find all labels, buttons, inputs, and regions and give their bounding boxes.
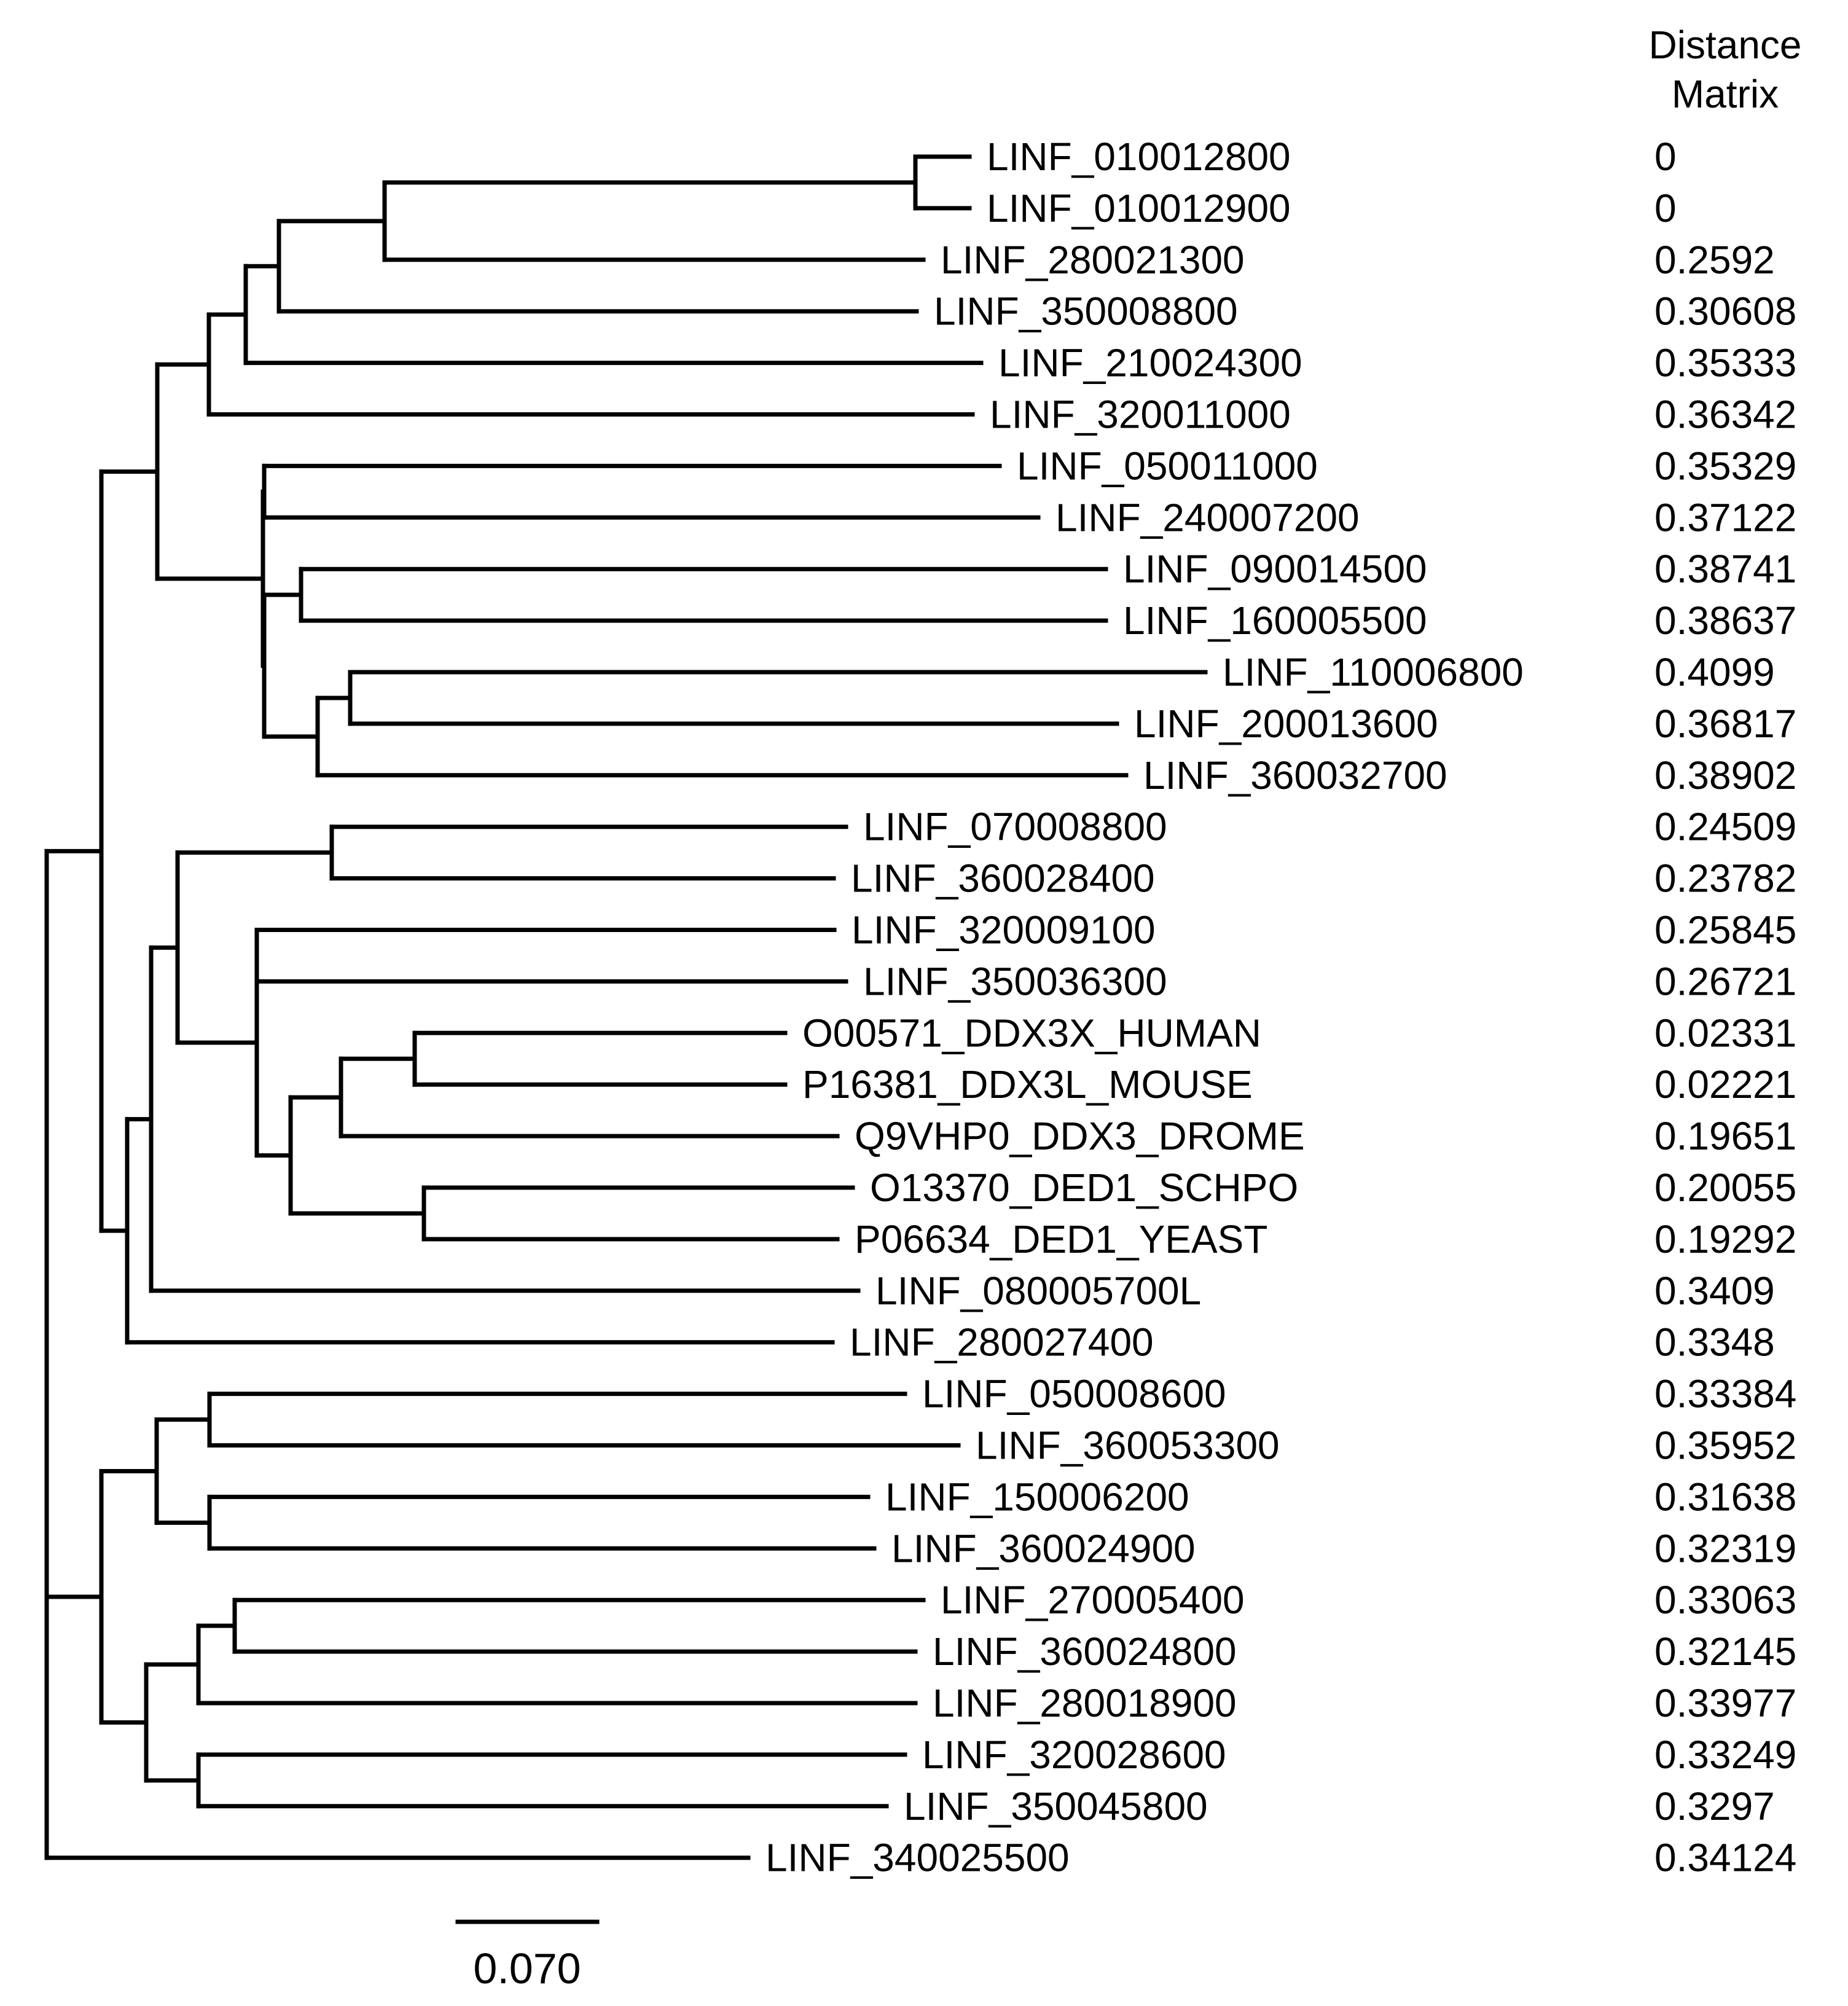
distance-value: 0.31638 xyxy=(1654,1475,1796,1519)
distance-value: 0.33977 xyxy=(1654,1681,1796,1725)
leaf-label: LINF_340025500 xyxy=(765,1836,1070,1880)
leaf-label: LINF_050008600 xyxy=(922,1372,1226,1416)
leaf-label: LINF_360024800 xyxy=(933,1629,1237,1674)
leaf-label: LINF_360053300 xyxy=(976,1424,1280,1468)
leaf-label: LINF_160005500 xyxy=(1123,598,1427,643)
leaf-label: LINF_280027400 xyxy=(850,1320,1154,1365)
distance-value: 0.20055 xyxy=(1654,1166,1796,1210)
leaf-label: LINF_150006200 xyxy=(885,1475,1189,1519)
distance-value: 0.35333 xyxy=(1654,341,1796,385)
tree-branches xyxy=(44,154,1208,1860)
distance-value: 0.36342 xyxy=(1654,393,1796,437)
leaf-label: LINF_090014500 xyxy=(1123,547,1427,591)
leaf-label: LINF_270005400 xyxy=(941,1578,1245,1622)
distance-value: 0.33063 xyxy=(1654,1578,1796,1622)
leaf-label: O13370_DED1_SCHPO xyxy=(870,1166,1298,1210)
distance-value: 0.24509 xyxy=(1654,805,1796,849)
distance-value: 0.32145 xyxy=(1654,1629,1796,1674)
distance-value: 0.33384 xyxy=(1654,1372,1796,1416)
leaf-label: LINF_240007200 xyxy=(1055,495,1360,539)
leaf-label: LINF_360032700 xyxy=(1143,753,1447,797)
leaf-label: LINF_210024300 xyxy=(998,341,1302,385)
distance-value: 0.37122 xyxy=(1654,495,1796,539)
leaf-labels: LINF_010012800 LINF_010012900 LINF_2800213… xyxy=(765,135,1524,1880)
distance-value: 0 xyxy=(1654,135,1677,179)
leaf-label: LINF_320011000 xyxy=(990,393,1291,437)
leaf-label: LINF_350036300 xyxy=(863,959,1167,1003)
distance-value: 0.3297 xyxy=(1654,1784,1775,1828)
leaf-label: P06634_DED1_YEAST xyxy=(855,1217,1267,1261)
distance-value: 0.38637 xyxy=(1654,598,1796,643)
leaf-label: LINF_200013600 xyxy=(1134,702,1438,746)
leaf-label: LINF_280018900 xyxy=(933,1681,1237,1725)
distance-value: 0.35329 xyxy=(1654,444,1796,488)
distance-value: 0.2592 xyxy=(1654,238,1775,282)
leaf-label: LINF_110006800 xyxy=(1223,650,1524,694)
distance-value: 0.34124 xyxy=(1654,1836,1796,1880)
distance-value: 0.3348 xyxy=(1654,1320,1775,1365)
leaf-label: Q9VHP0_DDX3_DROME xyxy=(855,1114,1305,1158)
distance-value: 0.4099 xyxy=(1654,650,1775,694)
distance-header-line2: Matrix xyxy=(1672,72,1779,116)
distance-header-line1: Distance xyxy=(1649,23,1802,67)
leaf-label: LINF_350008800 xyxy=(934,289,1238,334)
distance-value: 0.30608 xyxy=(1654,289,1796,334)
distance-value: 0.26721 xyxy=(1654,959,1796,1003)
distance-value: 0.23782 xyxy=(1654,856,1796,901)
distance-value: 0.3409 xyxy=(1654,1269,1775,1313)
distance-value: 0.19292 xyxy=(1654,1217,1796,1261)
distance-matrix-column: Distance Matrix 0 0 0.2592 0.30608 0.35333 0.… xyxy=(1649,23,1802,1880)
leaf-label: LINF_010012900 xyxy=(987,186,1291,230)
scale-bar-label: 0.070 xyxy=(473,1945,581,1992)
leaf-label: LINF_070008800 xyxy=(863,805,1167,849)
distance-value: 0.33249 xyxy=(1654,1733,1796,1777)
leaf-label: LINF_010012800 xyxy=(987,135,1291,179)
leaf-label: LINF_050011000 xyxy=(1017,444,1318,488)
distance-value: 0.35952 xyxy=(1654,1424,1796,1468)
leaf-label: LINF_280021300 xyxy=(941,238,1245,282)
distance-value: 0.25845 xyxy=(1654,908,1796,952)
distance-value: 0.32319 xyxy=(1654,1526,1796,1570)
leaf-label: LINF_360024900 xyxy=(891,1526,1196,1570)
leaf-label: O00571_DDX3X_HUMAN xyxy=(802,1011,1261,1055)
leaf-label: LINF_350045800 xyxy=(904,1784,1208,1828)
leaf-label: LINF_080005700L xyxy=(875,1269,1201,1313)
distance-value: 0.38902 xyxy=(1654,753,1796,797)
distance-value: 0.19651 xyxy=(1654,1114,1796,1158)
distance-value: 0.38741 xyxy=(1654,547,1796,591)
leaf-label: LINF_360028400 xyxy=(851,856,1155,901)
distance-value: 0.02331 xyxy=(1654,1011,1796,1055)
leaf-label: LINF_320028600 xyxy=(922,1733,1226,1777)
distance-value: 0.36817 xyxy=(1654,702,1796,746)
distance-value: 0 xyxy=(1654,186,1677,230)
distance-value: 0.02221 xyxy=(1654,1062,1796,1107)
leaf-label: P16381_DDX3L_MOUSE xyxy=(802,1062,1253,1107)
leaf-label: LINF_320009100 xyxy=(852,908,1156,952)
scale-bar: 0.070 xyxy=(455,1919,600,1992)
